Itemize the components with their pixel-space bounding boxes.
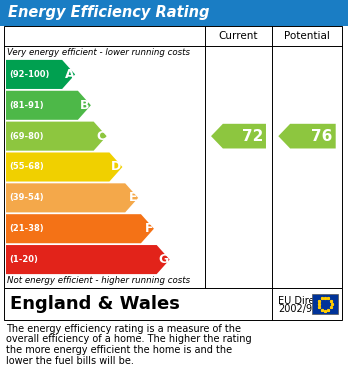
Text: D: D <box>111 160 121 174</box>
Text: B: B <box>80 99 90 112</box>
Text: England & Wales: England & Wales <box>10 295 180 313</box>
Text: overall efficiency of a home. The higher the rating: overall efficiency of a home. The higher… <box>6 334 252 344</box>
Text: lower the fuel bills will be.: lower the fuel bills will be. <box>6 355 134 366</box>
Bar <box>312 294 338 314</box>
Text: 72: 72 <box>242 129 263 143</box>
Polygon shape <box>6 122 106 151</box>
Polygon shape <box>6 91 91 120</box>
Text: C: C <box>96 130 106 143</box>
Text: Energy Efficiency Rating: Energy Efficiency Rating <box>8 5 209 20</box>
Text: EU Directive: EU Directive <box>278 296 338 306</box>
Text: G: G <box>158 253 169 266</box>
Text: the more energy efficient the home is and the: the more energy efficient the home is an… <box>6 345 232 355</box>
Polygon shape <box>6 214 154 243</box>
Text: (69-80): (69-80) <box>9 132 44 141</box>
Text: The energy efficiency rating is a measure of the: The energy efficiency rating is a measur… <box>6 324 241 334</box>
Text: Potential: Potential <box>284 31 330 41</box>
Text: Very energy efficient - lower running costs: Very energy efficient - lower running co… <box>7 48 190 57</box>
Text: (81-91): (81-91) <box>9 101 44 110</box>
Text: (1-20): (1-20) <box>9 255 38 264</box>
Bar <box>0 0 348 26</box>
Text: Current: Current <box>219 31 258 41</box>
Polygon shape <box>6 60 75 89</box>
Bar <box>4 26 342 288</box>
Polygon shape <box>6 152 122 181</box>
Text: F: F <box>144 222 153 235</box>
Text: (39-54): (39-54) <box>9 194 44 203</box>
Text: E: E <box>129 191 137 204</box>
Text: (55-68): (55-68) <box>9 163 44 172</box>
Text: 76: 76 <box>311 129 333 143</box>
Polygon shape <box>6 245 170 274</box>
Text: 2002/91/EC: 2002/91/EC <box>278 304 334 314</box>
Polygon shape <box>6 183 138 212</box>
Text: (21-38): (21-38) <box>9 224 44 233</box>
Text: (92-100): (92-100) <box>9 70 49 79</box>
Polygon shape <box>278 124 336 149</box>
Text: Not energy efficient - higher running costs: Not energy efficient - higher running co… <box>7 276 190 285</box>
Bar <box>4 288 342 320</box>
Polygon shape <box>211 124 266 149</box>
Text: A: A <box>64 68 74 81</box>
